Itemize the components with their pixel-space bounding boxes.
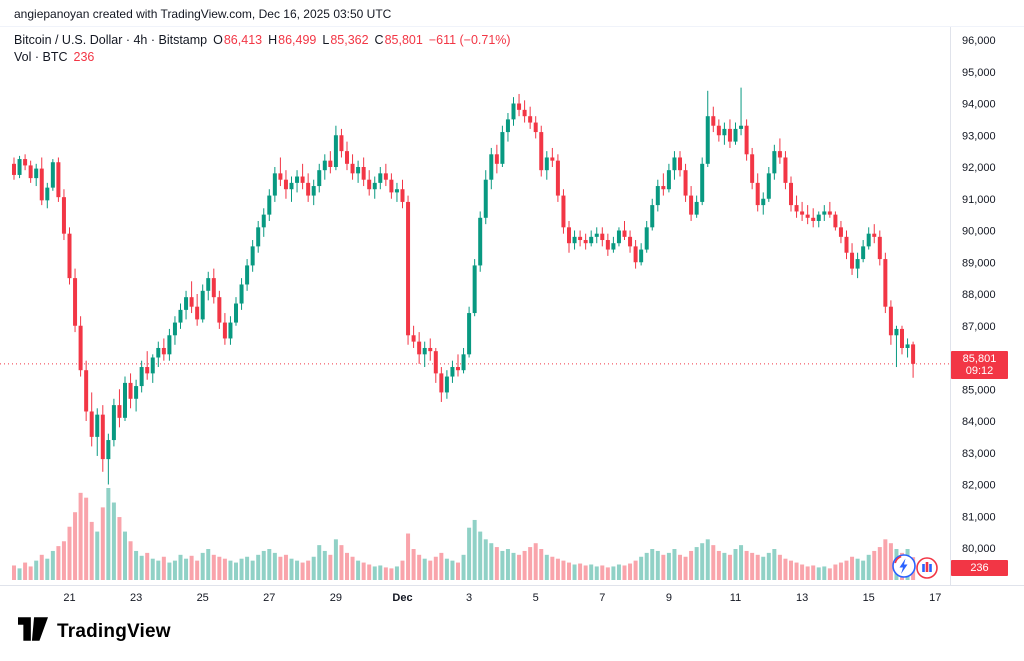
bar-countdown: 09:12 xyxy=(965,364,994,377)
open-value: 86,413 xyxy=(223,33,263,47)
svg-text:15: 15 xyxy=(863,592,875,604)
svg-text:80,000: 80,000 xyxy=(962,543,996,555)
svg-text:Dec: Dec xyxy=(392,592,412,604)
high-value: 86,499 xyxy=(278,33,317,47)
svg-text:3: 3 xyxy=(466,592,472,604)
time-axis[interactable] xyxy=(0,586,950,610)
svg-text:88,000: 88,000 xyxy=(962,289,996,301)
svg-text:9: 9 xyxy=(666,592,672,604)
volume-title[interactable]: Vol · BTC xyxy=(14,50,68,64)
close-value: 85,801 xyxy=(384,33,423,47)
svg-text:7: 7 xyxy=(599,592,605,604)
symbol-title[interactable]: Bitcoin / U.S. Dollar · 4h · Bitstamp xyxy=(14,33,208,47)
svg-text:81,000: 81,000 xyxy=(962,511,996,523)
svg-text:82,000: 82,000 xyxy=(962,480,996,492)
close-label: C xyxy=(374,33,384,47)
tradingview-logo-text: TradingView xyxy=(57,620,171,642)
current-price-value: 85,801 xyxy=(962,352,997,365)
tradingview-logo-mark-icon xyxy=(18,617,48,646)
svg-text:25: 25 xyxy=(197,592,209,604)
svg-text:13: 13 xyxy=(796,592,808,604)
change-value: −611 (−0.71%) xyxy=(428,33,511,47)
current-volume-badge: 236 xyxy=(951,560,1008,576)
volume-legend-row: Vol · BTC 236 xyxy=(14,49,511,66)
low-label: L xyxy=(322,33,330,47)
volume-value: 236 xyxy=(73,50,95,64)
svg-text:87,000: 87,000 xyxy=(962,321,996,333)
svg-text:92,000: 92,000 xyxy=(962,162,996,174)
svg-text:90,000: 90,000 xyxy=(962,226,996,238)
svg-text:85,000: 85,000 xyxy=(962,384,996,396)
idea-marker-lightning-icon[interactable] xyxy=(891,553,917,584)
svg-text:5: 5 xyxy=(533,592,539,604)
idea-marker-badge-icon[interactable] xyxy=(915,556,939,585)
tradingview-logo[interactable]: TradingView xyxy=(18,617,171,646)
symbol-legend-row: Bitcoin / U.S. Dollar · 4h · Bitstamp O86… xyxy=(14,32,511,49)
svg-text:17: 17 xyxy=(929,592,941,604)
svg-text:95,000: 95,000 xyxy=(962,67,996,79)
svg-text:23: 23 xyxy=(130,592,142,604)
svg-text:11: 11 xyxy=(730,592,741,604)
svg-text:21: 21 xyxy=(63,592,75,604)
svg-text:93,000: 93,000 xyxy=(962,130,996,142)
svg-text:96,000: 96,000 xyxy=(962,35,996,47)
price-axis[interactable] xyxy=(951,27,1024,585)
high-label: H xyxy=(268,33,278,47)
svg-text:94,000: 94,000 xyxy=(962,99,996,111)
svg-text:83,000: 83,000 xyxy=(962,448,996,460)
svg-text:91,000: 91,000 xyxy=(962,194,996,206)
svg-text:29: 29 xyxy=(330,592,342,604)
svg-text:84,000: 84,000 xyxy=(962,416,996,428)
chart-legend: Bitcoin / U.S. Dollar · 4h · Bitstamp O86… xyxy=(14,32,511,66)
current-price-badge: 85,801 09:12 xyxy=(951,350,1008,379)
open-label: O xyxy=(213,33,223,47)
attribution-text: angiepanoyan created with TradingView.co… xyxy=(14,7,392,21)
svg-text:89,000: 89,000 xyxy=(962,257,996,269)
svg-text:27: 27 xyxy=(263,592,275,604)
low-value: 85,362 xyxy=(330,33,369,47)
